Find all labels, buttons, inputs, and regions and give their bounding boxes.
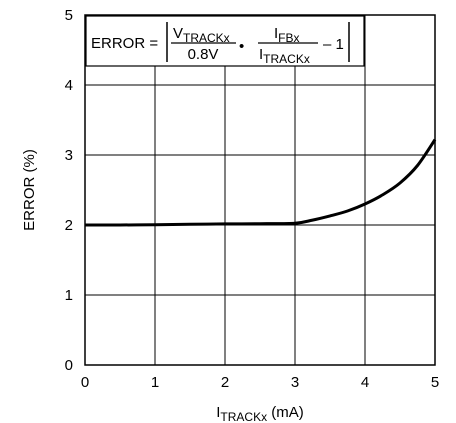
formula-v-subscript: TRACKx (183, 31, 230, 45)
plot-area-border (84, 14, 436, 366)
y-tick-label: 0 (65, 357, 73, 374)
error-curve-line (84, 138, 437, 227)
formula-i-fbx-subscript: FBx (278, 31, 299, 45)
y-tick-label: 3 (65, 147, 73, 164)
formula-bullet: • (239, 38, 244, 55)
x-axis-label-unit: (mA) (267, 404, 304, 421)
y-tick-labels: 0 1 2 3 4 5 (65, 7, 73, 374)
formula-v-trackx: VTRACKx (173, 25, 230, 45)
x-tick-label: 1 (151, 374, 159, 391)
error-formula-box: ERROR = VTRACKx 0.8V • IFBx ITRACKx – 1 (85, 15, 365, 67)
y-tick-label: 5 (65, 7, 73, 24)
grid (85, 15, 435, 365)
y-tick-label: 1 (65, 287, 73, 304)
formula-i-trackx-base: I (259, 46, 263, 63)
formula-denominator-voltage: 0.8V (188, 46, 219, 63)
formula-lhs: ERROR = (91, 35, 158, 52)
x-tick-label: 0 (81, 374, 89, 391)
x-tick-label: 2 (221, 374, 229, 391)
y-tick-label: 2 (65, 217, 73, 234)
x-tick-labels: 0 1 2 3 4 5 (81, 374, 439, 391)
formula-v-base: V (173, 25, 183, 42)
formula-i-trackx-subscript: TRACKx (263, 52, 310, 66)
y-axis-label: ERROR (%) (21, 149, 38, 231)
formula-box-background (85, 15, 365, 67)
x-axis-label-subscript: TRACKx (220, 410, 267, 423)
formula-minus-one: – 1 (323, 36, 344, 53)
formula-i-fbx-base: I (274, 25, 278, 42)
x-tick-label: 5 (431, 374, 439, 391)
formula-i-trackx: ITRACKx (259, 46, 310, 66)
formula-i-fbx: IFBx (274, 25, 300, 45)
y-tick-label: 4 (65, 77, 73, 94)
x-tick-label: 3 (291, 374, 299, 391)
x-axis-label: ITRACKx (mA) (216, 404, 304, 423)
x-axis-label-base: I (216, 404, 220, 421)
x-tick-label: 4 (361, 374, 369, 391)
